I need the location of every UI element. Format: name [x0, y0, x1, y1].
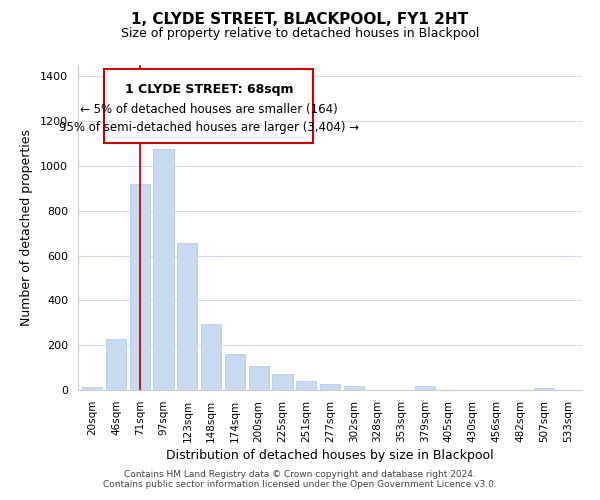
Bar	[82, 386, 103, 390]
Bar	[534, 388, 554, 390]
Bar	[272, 374, 293, 390]
Bar	[201, 324, 221, 390]
Text: ← 5% of detached houses are smaller (164): ← 5% of detached houses are smaller (164…	[80, 103, 338, 116]
Bar	[320, 384, 340, 390]
Y-axis label: Number of detached properties: Number of detached properties	[20, 129, 33, 326]
Text: 1, CLYDE STREET, BLACKPOOL, FY1 2HT: 1, CLYDE STREET, BLACKPOOL, FY1 2HT	[131, 12, 469, 28]
Bar	[248, 366, 269, 390]
Bar	[177, 243, 197, 390]
Text: Contains HM Land Registry data © Crown copyright and database right 2024.: Contains HM Land Registry data © Crown c…	[124, 470, 476, 479]
Bar	[344, 386, 364, 390]
X-axis label: Distribution of detached houses by size in Blackpool: Distribution of detached houses by size …	[166, 449, 494, 462]
Bar	[225, 354, 245, 390]
Text: 95% of semi-detached houses are larger (3,404) →: 95% of semi-detached houses are larger (…	[59, 121, 359, 134]
Text: Size of property relative to detached houses in Blackpool: Size of property relative to detached ho…	[121, 28, 479, 40]
Bar	[296, 380, 316, 390]
Bar	[415, 386, 435, 390]
Text: 1 CLYDE STREET: 68sqm: 1 CLYDE STREET: 68sqm	[125, 83, 293, 96]
Bar	[106, 339, 126, 390]
FancyBboxPatch shape	[104, 70, 313, 144]
Bar	[154, 149, 173, 390]
Bar	[130, 184, 150, 390]
Text: Contains public sector information licensed under the Open Government Licence v3: Contains public sector information licen…	[103, 480, 497, 489]
